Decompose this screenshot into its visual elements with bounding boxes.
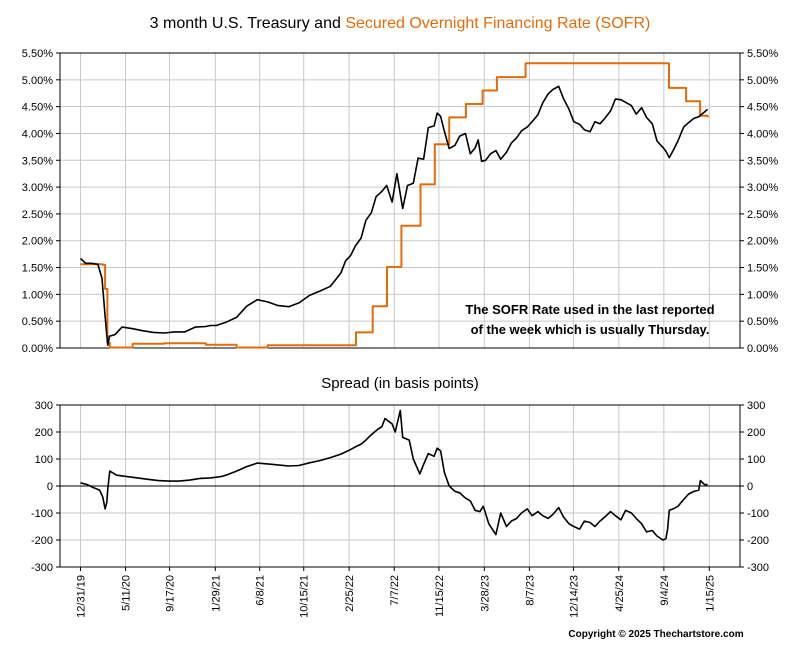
x-tick-label: 7/7/22 xyxy=(389,575,401,606)
spread-ytick-label-left: 0 xyxy=(47,481,53,493)
spread-ytick-label-right: 0 xyxy=(747,481,753,493)
spread-ytick-label-left: 300 xyxy=(35,400,53,412)
x-tick-label: 1/29/21 xyxy=(210,575,222,612)
spread-ytick-label-left: 100 xyxy=(35,454,53,466)
spread-ytick-label-right: -100 xyxy=(747,508,769,520)
annotation-line-2: of the week which is usually Thursday. xyxy=(471,322,710,337)
rates-ytick-label-left: 5.50% xyxy=(22,48,53,60)
rates-ytick-label-right: 4.00% xyxy=(747,128,778,140)
rates-ytick-label-right: 5.00% xyxy=(747,75,778,87)
spread-chart-title: Spread (in basis points) xyxy=(321,375,479,392)
rates-ytick-label-left: 2.50% xyxy=(22,209,53,221)
x-tick-label: 12/31/19 xyxy=(75,575,87,618)
x-tick-label: 11/15/22 xyxy=(434,575,446,617)
rates-plot-border xyxy=(59,52,741,349)
spread-ytick-label-right: 100 xyxy=(747,454,765,466)
copyright-footer: Copyright © 2025 Thechartstore.com xyxy=(568,629,743,640)
sofr-series-line xyxy=(80,62,709,349)
rates-ytick-label-left: 0.00% xyxy=(22,343,53,355)
spread-ytick-label-left: -100 xyxy=(31,508,53,520)
x-tick-label: 5/11/20 xyxy=(121,575,133,611)
rates-ytick-label-left: 3.50% xyxy=(22,155,53,167)
rates-ytick-label-right: 4.50% xyxy=(747,102,778,114)
rates-ytick-label-left: 1.00% xyxy=(22,289,53,301)
rates-ytick-label-right: 3.50% xyxy=(747,155,778,167)
treasury-series-line xyxy=(79,85,709,347)
x-tick-label: 12/14/23 xyxy=(568,575,580,618)
x-tick-label: 9/4/24 xyxy=(659,575,671,606)
x-tick-label: 10/15/21 xyxy=(299,575,311,618)
main-chart-title: 3 month U.S. Treasury and Secured Overni… xyxy=(150,15,651,32)
rates-ytick-label-left: 1.50% xyxy=(22,263,53,275)
rates-ytick-label-left: 3.00% xyxy=(22,182,53,194)
annotation-line-1: The SOFR Rate used in the last reported xyxy=(465,302,714,317)
rates-ytick-label-right: 0.50% xyxy=(747,316,778,328)
x-tick-label: 9/17/20 xyxy=(165,575,177,612)
x-tick-label: 6/8/21 xyxy=(255,575,267,606)
bottom-spread-plot: -300 -300 -200 -200 -100 -100 0 0 100 100 200 200 30… xyxy=(31,400,769,618)
x-tick-label: 2/25/22 xyxy=(344,575,356,612)
spread-ytick-label-right: 200 xyxy=(747,427,765,439)
rates-ytick-label-left: 4.50% xyxy=(22,102,53,114)
spread-ytick-label-right: -200 xyxy=(747,535,769,547)
title-treasury-part: 3 month U.S. Treasury and xyxy=(150,15,346,32)
x-tick-label: 4/25/24 xyxy=(614,575,626,612)
rates-ytick-label-left: 0.50% xyxy=(22,316,53,328)
x-tick-label: 3/28/23 xyxy=(479,575,491,612)
rates-ytick-label-left: 2.00% xyxy=(22,236,53,248)
spread-ytick-label-right: 300 xyxy=(747,400,765,412)
rates-ytick-label-right: 2.00% xyxy=(747,236,778,248)
rates-ytick-label-right: 1.50% xyxy=(747,263,778,275)
spread-ytick-label-right: -300 xyxy=(747,562,769,574)
rates-ytick-label-right: 0.00% xyxy=(747,343,778,355)
rates-ytick-label-left: 4.00% xyxy=(22,128,53,140)
spread-ytick-label-left: -300 xyxy=(31,562,53,574)
spread-series-line xyxy=(80,409,708,541)
rates-ytick-label-left: 5.00% xyxy=(22,75,53,87)
rates-ytick-label-right: 1.00% xyxy=(747,289,778,301)
spread-ytick-label-left: -200 xyxy=(31,535,53,547)
title-sofr-part: Secured Overnight Financing Rate (SOFR) xyxy=(345,15,650,32)
rates-ytick-label-right: 5.50% xyxy=(747,48,778,60)
x-tick-label: 8/7/23 xyxy=(524,575,536,606)
top-rates-plot: 0.00% 0.00% 0.50% 0.50% 1.00% 1.00% 1.50% 1.50%… xyxy=(22,48,779,355)
spread-ytick-label-left: 200 xyxy=(35,427,53,439)
rates-ytick-label-right: 3.00% xyxy=(747,182,778,194)
rates-ytick-label-right: 2.50% xyxy=(747,209,778,221)
x-tick-label: 1/15/25 xyxy=(704,575,716,612)
